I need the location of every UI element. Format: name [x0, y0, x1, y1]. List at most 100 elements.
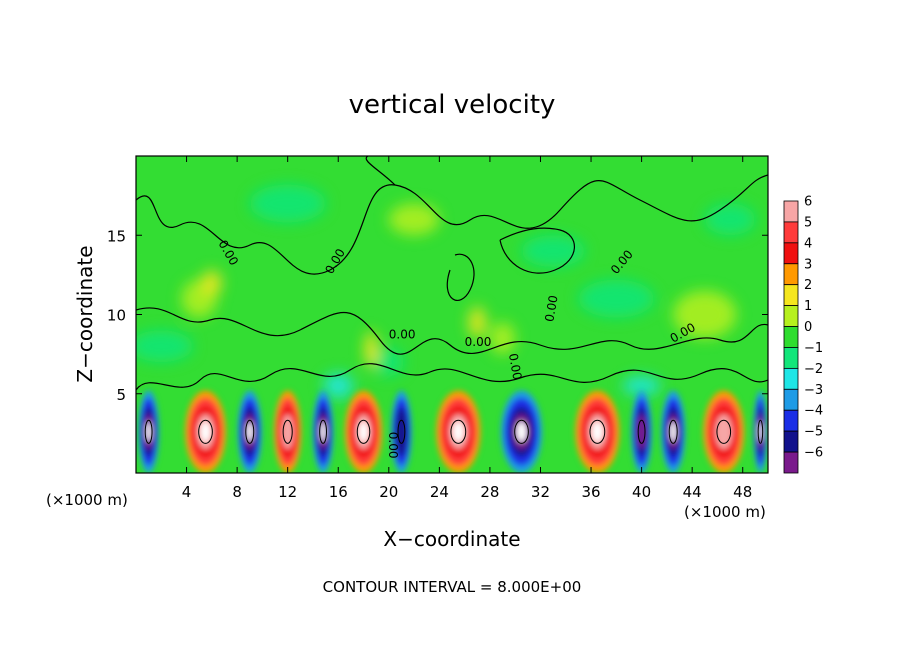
contour-line-2	[136, 363, 768, 391]
contour-core-5	[356, 419, 371, 444]
contour-label-3: 0.00	[465, 335, 492, 349]
contour-core-4	[319, 419, 327, 444]
cell-9-ring-4	[592, 421, 603, 442]
contour-label-2: 0.00	[389, 327, 416, 341]
colorbar-swatch-3	[783, 263, 799, 286]
contour-core-1	[198, 419, 213, 444]
y-tick-label-15: 15	[107, 227, 126, 245]
colorbar-label--1: −1	[804, 341, 823, 356]
contour-core-11	[668, 419, 678, 444]
cell-0	[138, 390, 159, 473]
field-variation-12	[323, 373, 354, 399]
x-tick-label-16: 16	[329, 483, 348, 501]
contour-line-0	[136, 174, 768, 275]
cell-12-ring-3	[715, 414, 733, 450]
cell-4-ring-4	[320, 421, 326, 442]
field-variation-4	[468, 306, 487, 339]
colorbar-swatch-4	[783, 242, 799, 265]
colorbar: 6 5 4 3 2 1 0 −1 −2 −3 −4 −5 −6	[783, 195, 823, 474]
contour-core-12	[716, 419, 732, 444]
x-unit-label-right: (×1000 m)	[684, 503, 766, 521]
x-tick-label-8: 8	[232, 483, 242, 501]
field-variation-7	[578, 279, 655, 318]
y-tick-label-10: 10	[107, 307, 126, 325]
contour-core-10	[637, 419, 646, 444]
colorbar-label-1: 1	[804, 299, 812, 314]
contour-label-7: 0.00	[386, 432, 400, 459]
x-tick-label-20: 20	[379, 483, 398, 501]
colorbar-swatch--6	[783, 451, 799, 474]
contour-line-1	[136, 307, 768, 355]
cell-13-ring-4	[758, 421, 763, 442]
field-variation-10	[521, 235, 585, 267]
cell-6	[391, 390, 412, 473]
cell-11-ring-4	[670, 421, 677, 442]
contour-core-9	[589, 419, 606, 444]
cell-10	[631, 390, 652, 473]
cell-4	[312, 390, 334, 473]
y-axis: 5 10 15	[107, 227, 768, 404]
field-variation-9	[388, 203, 440, 236]
x-axis: 4 8 12 16 20 24 28 32 36 40 44 48	[182, 156, 752, 501]
cell-13	[753, 390, 768, 473]
colorbar-label--2: −2	[804, 362, 823, 377]
x-axis-title: X−coordinate	[383, 527, 520, 551]
colorbar-swatch-5	[783, 221, 799, 244]
x-tick-label-40: 40	[632, 483, 651, 501]
contour-line-4	[499, 227, 575, 274]
x-tick-label-4: 4	[182, 483, 192, 501]
y-axis-title: Z−coordinate	[73, 245, 97, 382]
cell-1	[185, 390, 226, 473]
cell-9	[575, 390, 620, 473]
colorbar-swatch--1	[783, 347, 799, 369]
contour-line-3	[365, 156, 396, 186]
colorbar-label-4: 4	[804, 236, 812, 251]
cell-5-ring-4	[359, 421, 369, 442]
plot-area: 0.00 0.000.000.000.000.000.000.000.00	[136, 156, 768, 473]
x-tick-label-12: 12	[278, 483, 297, 501]
x-tick-label-24: 24	[430, 483, 449, 501]
cell-8	[501, 390, 542, 473]
x-tick-label-36: 36	[581, 483, 600, 501]
colorbar-swatch--4	[783, 409, 799, 432]
colorbar-label--3: −3	[804, 383, 823, 398]
colorbar-label-3: 3	[804, 257, 812, 272]
colorbar-swatch--3	[783, 388, 799, 411]
colorbar-swatch-1	[783, 305, 799, 327]
colorbar-label--6: −6	[804, 446, 823, 461]
colorbar-swatch--5	[783, 430, 799, 453]
cell-1-ring-4	[200, 421, 211, 442]
cell-3	[274, 390, 302, 473]
x-tick-label-28: 28	[480, 483, 499, 501]
colorbar-label-2: 2	[804, 278, 812, 293]
y-tick-label-5: 5	[116, 386, 126, 404]
cell-6-ring-2	[395, 407, 408, 457]
contour-core-2	[245, 419, 255, 444]
contour-core-13	[757, 419, 764, 444]
field-variation-11	[704, 203, 756, 236]
cell-3-ring-3	[281, 414, 294, 450]
field-variation-5	[489, 322, 516, 355]
cell-7-ring-4	[452, 421, 464, 442]
cell-5	[344, 390, 383, 473]
cell-12	[703, 390, 745, 473]
colorbar-swatch-6	[783, 200, 799, 223]
cell-0-ring-4	[146, 421, 152, 442]
field-variation-8	[249, 184, 326, 223]
x-tick-label-32: 32	[531, 483, 550, 501]
field-variation-2	[136, 330, 193, 363]
field-variation-6	[673, 290, 737, 339]
chart-title: vertical velocity	[349, 90, 556, 120]
x-tick-label-48: 48	[733, 483, 752, 501]
cell-2-ring-4	[246, 421, 253, 442]
colorbar-swatch-2	[783, 284, 799, 307]
colorbar-swatch-0	[783, 326, 799, 348]
x-unit-label-left: (×1000 m)	[46, 491, 128, 509]
cell-8-ring-4	[516, 421, 527, 442]
colorbar-label-5: 5	[804, 215, 812, 230]
colorbar-label--5: −5	[804, 425, 823, 440]
contour-core-7	[450, 419, 467, 444]
colorbar-label-6: 6	[804, 195, 812, 210]
contour-line-5	[446, 253, 475, 301]
cell-7	[436, 390, 481, 473]
